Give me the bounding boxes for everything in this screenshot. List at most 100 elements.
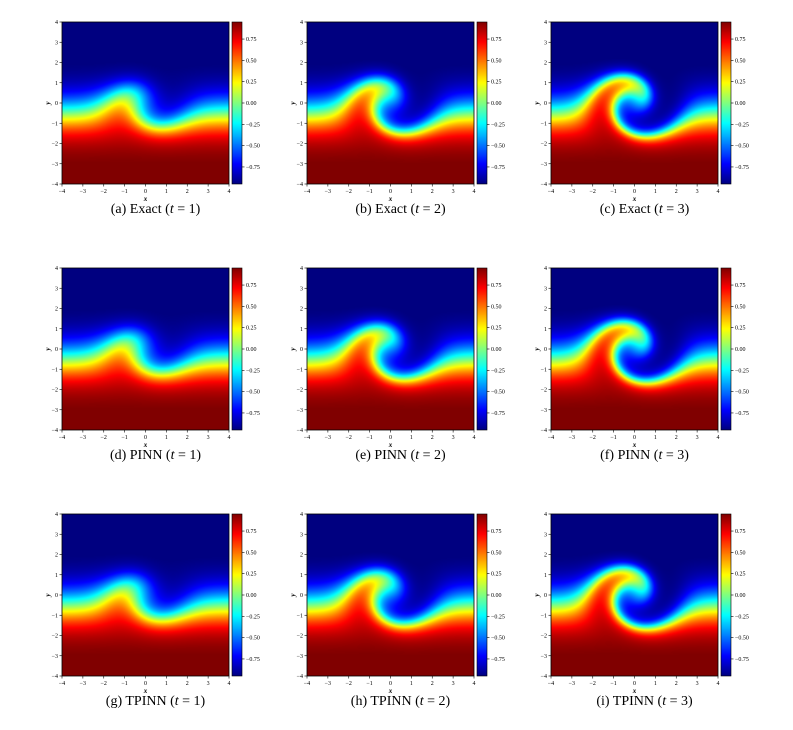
x-tick-label: 2 xyxy=(186,189,189,195)
colorbar-tick-label: 0.00 xyxy=(246,347,257,353)
x-tick-label: −3 xyxy=(325,435,331,441)
y-tick-label: −4 xyxy=(52,182,58,188)
caption-time-var: t xyxy=(658,202,663,217)
caption-label: (c) Exact ( xyxy=(599,202,659,217)
caption-time-var: t xyxy=(419,694,424,709)
y-tick-label: 2 xyxy=(300,307,303,313)
heatmap-image xyxy=(307,22,474,184)
caption-time-value: = 2) xyxy=(423,694,451,709)
x-tick-label: −1 xyxy=(121,435,127,441)
y-tick-label: 0 xyxy=(55,593,58,599)
colorbar-tick-label: 0.50 xyxy=(491,550,502,556)
caption-label: (i) TPINN ( xyxy=(596,694,663,709)
colorbar-tick-label: 0.25 xyxy=(491,326,502,332)
x-tick-label: −4 xyxy=(304,189,310,195)
colorbar-tick-label: −0.75 xyxy=(246,657,260,663)
x-tick-label: −4 xyxy=(59,189,65,195)
y-tick-label: 3 xyxy=(544,286,547,292)
y-tick-label: 4 xyxy=(55,20,58,26)
x-tick-label: 4 xyxy=(228,435,231,441)
caption-time-var: t xyxy=(662,694,667,709)
y-tick-label: 3 xyxy=(300,532,303,538)
y-tick-label: −3 xyxy=(541,654,547,660)
y-tick-label: −1 xyxy=(297,613,303,619)
colorbar-tick-label: −0.75 xyxy=(491,411,505,417)
colorbar-tick-label: −0.75 xyxy=(735,411,749,417)
colorbar-tick-label: 0.50 xyxy=(735,304,746,310)
colorbar-tick-label: −0.25 xyxy=(491,614,505,620)
y-tick-label: 2 xyxy=(55,307,58,313)
colorbar-tick-label: 0.50 xyxy=(491,304,502,310)
y-tick-label: −2 xyxy=(52,388,58,394)
x-tick-label: 3 xyxy=(696,681,699,687)
colorbar-tick-label: 0.75 xyxy=(735,37,746,43)
colorbar-tick-label: −0.75 xyxy=(246,411,260,417)
x-tick-label: 2 xyxy=(186,681,189,687)
y-tick-label: −4 xyxy=(52,674,58,680)
y-tick-label: −2 xyxy=(52,142,58,148)
colorbar-tick-label: 0.50 xyxy=(735,550,746,556)
y-tick-label: 3 xyxy=(55,40,58,46)
y-tick-label: 2 xyxy=(55,61,58,67)
y-tick-label: 1 xyxy=(55,81,58,87)
x-tick-label: 0 xyxy=(633,189,636,195)
x-tick-label: −4 xyxy=(59,435,65,441)
y-tick-label: 4 xyxy=(300,20,303,26)
x-tick-label: −1 xyxy=(610,189,616,195)
y-tick-label: 4 xyxy=(300,266,303,272)
x-tick-label: 4 xyxy=(717,681,720,687)
y-tick-label: 4 xyxy=(544,20,547,26)
y-tick-label: −2 xyxy=(297,634,303,640)
x-tick-label: 1 xyxy=(410,435,413,441)
y-axis-label: y xyxy=(44,347,52,352)
caption-time-value: = 1) xyxy=(174,448,202,463)
colorbar-tick-label: −0.25 xyxy=(735,122,749,128)
y-tick-label: −4 xyxy=(541,428,547,434)
caption-label: (a) Exact ( xyxy=(110,202,170,217)
x-tick-label: −1 xyxy=(610,681,616,687)
y-axis-label: y xyxy=(289,347,297,352)
x-tick-label: 0 xyxy=(144,435,147,441)
y-tick-label: 0 xyxy=(544,593,547,599)
x-tick-label: −2 xyxy=(346,189,352,195)
y-tick-label: 1 xyxy=(544,327,547,333)
x-tick-label: −3 xyxy=(80,435,86,441)
caption-time-value: = 2) xyxy=(419,202,446,217)
colorbar xyxy=(232,22,242,184)
y-axis-label: y xyxy=(533,593,541,598)
x-tick-label: −4 xyxy=(59,681,65,687)
colorbar-tick-label: −0.50 xyxy=(491,390,505,396)
colorbar xyxy=(232,514,242,676)
colorbar-tick-label: −0.75 xyxy=(491,165,505,171)
colorbar-tick-label: 0.25 xyxy=(735,326,746,332)
y-tick-label: −4 xyxy=(541,182,547,188)
colorbar xyxy=(477,22,487,184)
heatmap-image xyxy=(551,268,718,430)
y-tick-label: 0 xyxy=(55,347,58,353)
y-tick-label: −3 xyxy=(297,162,303,168)
colorbar-tick-label: 0.25 xyxy=(491,572,502,578)
caption-label: (e) PINN ( xyxy=(355,448,416,463)
colorbar-tick-label: −0.75 xyxy=(491,657,505,663)
x-tick-label: 4 xyxy=(473,681,476,687)
y-tick-label: −1 xyxy=(52,367,58,373)
colorbar xyxy=(477,268,487,430)
x-tick-label: −4 xyxy=(548,189,554,195)
x-tick-label: −4 xyxy=(304,681,310,687)
caption-time-var: t xyxy=(415,202,420,217)
colorbar-tick-label: 0.50 xyxy=(491,58,502,64)
caption-label: (h) TPINN ( xyxy=(350,694,420,709)
colorbar-tick-label: 0.25 xyxy=(735,80,746,86)
y-tick-label: 2 xyxy=(544,553,547,559)
x-tick-label: −4 xyxy=(548,435,554,441)
colorbar-tick-label: −0.25 xyxy=(491,122,505,128)
panel-caption: (g) TPINN (t = 1) xyxy=(42,694,269,710)
x-tick-label: −2 xyxy=(101,681,107,687)
x-tick-label: 0 xyxy=(389,435,392,441)
y-tick-label: 1 xyxy=(300,573,303,579)
caption-label: (d) PINN ( xyxy=(109,448,171,463)
colorbar-tick-label: 0.50 xyxy=(246,304,257,310)
y-axis-label: y xyxy=(289,101,297,106)
y-tick-label: −1 xyxy=(52,613,58,619)
panel-caption: (c) Exact (t = 3) xyxy=(531,202,758,218)
